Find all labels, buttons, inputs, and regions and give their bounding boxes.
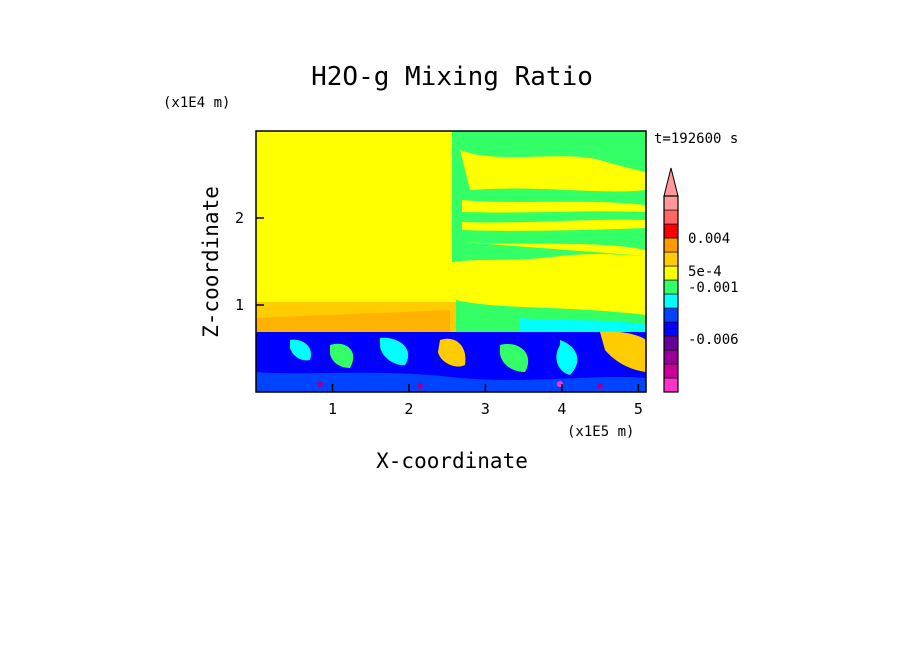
y-tick-label: 2 xyxy=(235,209,244,227)
y-ticks: 12 xyxy=(235,209,264,314)
field-blob xyxy=(330,343,354,368)
colorbar-segment xyxy=(663,223,679,239)
colorbar-tick-label: 5e-4 xyxy=(688,264,722,280)
colorbar-segment xyxy=(663,349,679,365)
field-dot xyxy=(597,383,603,389)
y-axis-label: Z-coordinate xyxy=(199,186,223,338)
colorbar-segment xyxy=(663,335,679,351)
colorbar-segment xyxy=(663,195,679,211)
x-tick-label: 1 xyxy=(328,400,337,418)
chart-title: H2O-g Mixing Ratio xyxy=(311,62,593,92)
plot-frame xyxy=(255,130,647,393)
x-tick-label: 4 xyxy=(557,400,566,418)
x-tick-label: 2 xyxy=(404,400,413,418)
field-bottom xyxy=(256,372,646,392)
colorbar-segment xyxy=(663,265,679,281)
field-blob xyxy=(556,340,578,375)
colorbar: 0.004 5e-4-0.001 -0.006 xyxy=(663,167,739,393)
field-band xyxy=(462,219,646,231)
colorbar-segment xyxy=(663,377,679,393)
x-axis-label: X-coordinate xyxy=(376,449,528,473)
colorbar-segment xyxy=(663,251,679,267)
field-blob xyxy=(500,344,529,372)
field-blob xyxy=(290,339,311,361)
colorbar-segment xyxy=(663,237,679,253)
field-blob xyxy=(438,338,466,367)
colorbar-tick-label: 0.004 xyxy=(688,231,730,247)
x-tick-label: 5 xyxy=(634,400,643,418)
y-scale-label: (x1E4 m) xyxy=(163,95,230,111)
field-band xyxy=(462,200,646,213)
colorbar-segment xyxy=(663,209,679,225)
colorbar-segment xyxy=(663,363,679,379)
time-label: t=192600 s xyxy=(654,131,738,147)
field-mid-layer xyxy=(256,310,450,332)
field-blob xyxy=(600,331,646,372)
field-dot xyxy=(417,383,423,389)
colorbar-segment xyxy=(663,321,679,337)
colorbar-tick-label: -0.006 xyxy=(688,332,739,348)
colorbar-segment xyxy=(663,279,679,295)
x-scale-label: (x1E5 m) xyxy=(567,424,634,440)
y-tick-label: 1 xyxy=(235,296,244,314)
colorbar-extend-arrow xyxy=(663,167,679,197)
x-ticks: 1 2 3 4 5 xyxy=(328,384,643,418)
colorbar-segment xyxy=(663,293,679,309)
field-band xyxy=(460,150,646,192)
field-band xyxy=(452,242,646,272)
x-tick-label: 3 xyxy=(481,400,490,418)
field-dot xyxy=(317,381,323,387)
colorbar-frame xyxy=(663,195,679,393)
heatmap-field xyxy=(256,131,646,392)
field-blob xyxy=(380,337,409,366)
colorbar-segment xyxy=(663,307,679,323)
colorbar-tick-label: -0.001 xyxy=(688,280,739,296)
